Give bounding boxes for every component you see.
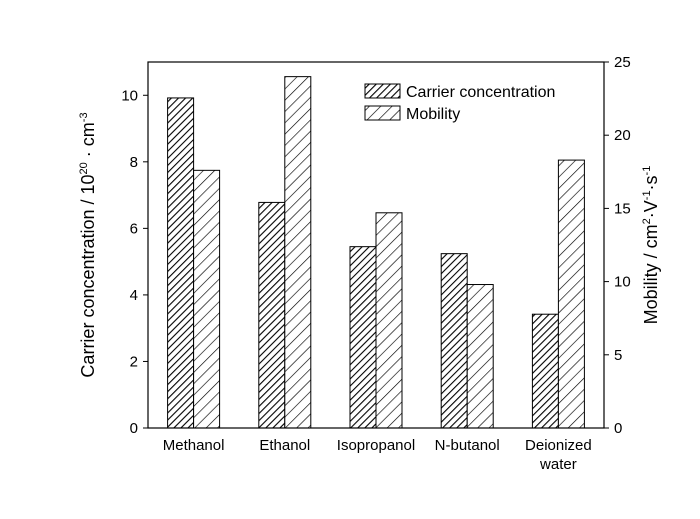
left-tick-label: 2 [130,353,138,370]
right-tick-label: 10 [614,274,631,291]
legend-swatch-carrier-concentration [364,83,401,99]
legend-label-carrier-concentration: Carrier concentration [406,84,555,101]
bar-mobility-deionized-water [557,159,585,429]
plot-frame [147,61,605,429]
legend-swatch-mobility [364,105,401,121]
bar-carrier-concentration-isopropanol [349,246,377,429]
right-axis: 0 5 10 15 20 25 [604,54,631,437]
left-axis-title: Carrier concentration / 1020 · cm-3 [78,112,98,377]
legend-label-mobility: Mobility [406,106,460,123]
left-tick-label: 4 [130,287,138,304]
bar-carrier-concentration-n-butanol [440,253,468,429]
x-axis: Methanol Ethanol Isopropanol N-butanol Deion… [163,437,592,473]
x-tick-label-methanol: Methanol [163,437,225,454]
bar-mobility-ethanol [284,76,312,429]
left-tick-label: 10 [121,87,138,104]
bar-carrier-concentration-methanol [167,97,195,429]
right-tick-label: 20 [614,127,631,144]
left-axis: 0 2 4 6 8 10 [121,87,148,437]
legend: Carrier concentration Mobility [364,83,555,123]
right-tick-label: 0 [614,420,622,437]
right-tick-label: 25 [614,54,631,71]
bar-mobility-n-butanol [466,284,494,429]
bar-carrier-concentration-ethanol [258,201,286,429]
bar-carrier-concentration-deionized-water [531,313,559,429]
bars-group [167,76,585,429]
right-axis-title: Mobility / cm2·V-1·s-1 [641,166,661,325]
bar-mobility-isopropanol [375,212,403,429]
right-tick-label: 5 [614,347,622,364]
bar-mobility-methanol [193,169,221,429]
left-tick-label: 8 [130,154,138,171]
x-tick-label-ethanol: Ethanol [259,437,310,454]
right-tick-label: 15 [614,200,631,217]
x-tick-label-n-butanol: N-butanol [435,437,500,454]
x-tick-label-deionized-water: Deionized water [525,437,592,473]
x-tick-label-isopropanol: Isopropanol [337,437,415,454]
left-tick-label: 0 [130,420,138,437]
left-tick-label: 6 [130,220,138,237]
